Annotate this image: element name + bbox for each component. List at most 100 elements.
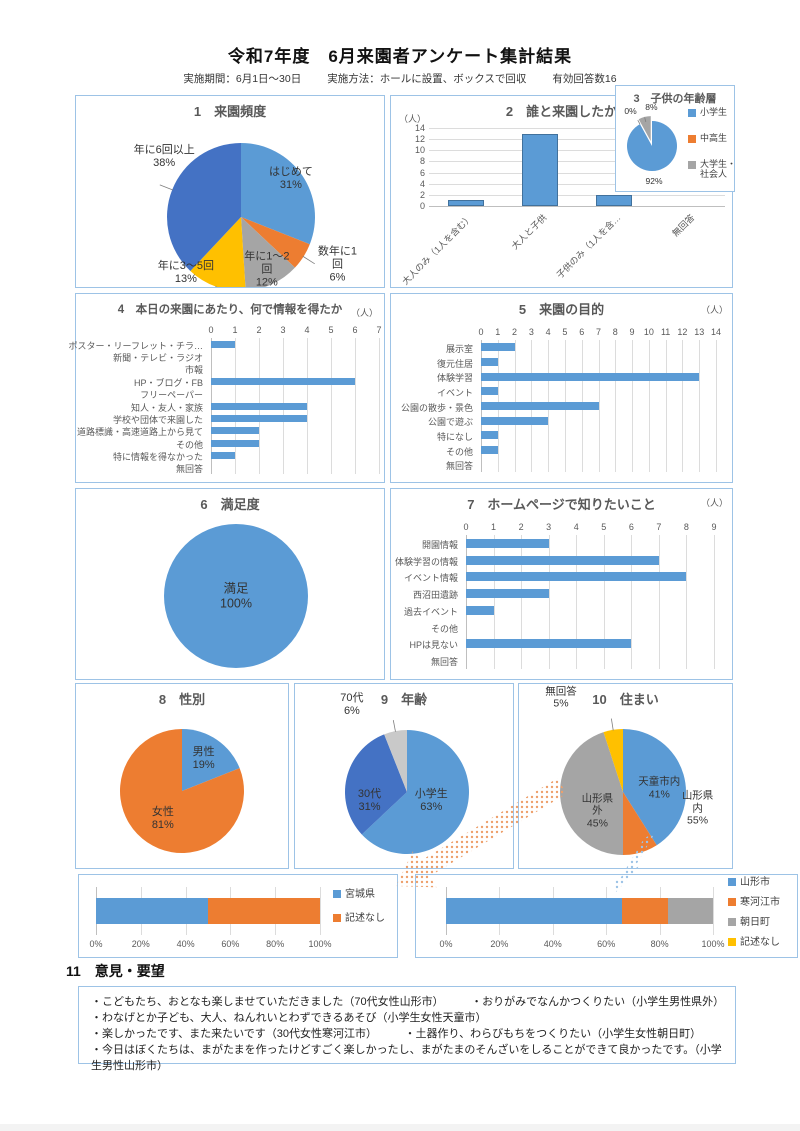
legend-item: 朝日町	[728, 917, 770, 928]
label-leader-line	[302, 255, 315, 265]
axis-tick-label: 5	[328, 325, 334, 335]
pie-slice	[623, 729, 686, 846]
category-label: 体験学習	[436, 373, 473, 384]
axis-tick-label: 0	[208, 325, 214, 335]
chart-title: 7 ホームページで知りたいこと	[467, 497, 656, 512]
pie-label: 無回答 5%	[545, 685, 577, 710]
pie-slice	[638, 116, 651, 142]
bar-segment	[622, 898, 668, 924]
category-labels: 大人のみ（1人を含む） 大人と子供 子供のみ（1人を含… 無回答	[400, 209, 725, 286]
axis-tick-label: 7	[595, 327, 602, 337]
residence-pie-chart: 天童市内 41% 山形県 内 55% 山形県 外 45% 無回答 5%	[519, 684, 732, 868]
axis-tick-label: 60%	[597, 939, 616, 949]
category-labels: ポスター・リーフレット・チラ… 新聞・テレビ・ラジオ 市報 HP・ブログ・FB フリーペ…	[69, 338, 207, 475]
pie-slice	[190, 217, 246, 287]
gridline	[429, 128, 725, 129]
chart-title: 5 来園の目的	[518, 302, 605, 317]
bar	[522, 133, 558, 206]
axis-tick-label: 40%	[176, 939, 195, 949]
legend-swatch	[688, 135, 696, 143]
axis-tick-label: 100%	[701, 939, 725, 949]
axis-unit-label: （人）	[350, 308, 378, 318]
axis-tick-label: 20%	[490, 939, 509, 949]
gridline	[716, 340, 717, 472]
chart-title: 1 来園頻度	[193, 104, 267, 119]
children-age-pie-chart: 92% 0% 8% 小学生 中高生 大学生・社会人	[616, 86, 736, 191]
pie-label: 年に6回以上 38%	[133, 144, 195, 170]
legend-label: 山形市	[740, 877, 770, 888]
pie-slice	[182, 729, 240, 791]
bar	[211, 402, 307, 410]
bar	[481, 372, 700, 381]
gridline	[648, 340, 650, 472]
pie-label: 8%	[645, 102, 658, 113]
info-source-hbar-chart: 0 1 2 3 4 5 6 7 ポスター・リーフレット・チラ… 新聞・テレビ・ラジオ 市報 HP・ブロ…	[69, 294, 384, 482]
category-label: 知人・友人・家族	[130, 402, 203, 413]
bar	[466, 555, 659, 565]
pie-label: 30代 31%	[357, 787, 382, 813]
chart-box-children-age: 3 子供の年齢層 92% 0% 8% 小学生 中高生 大学生・社会人	[615, 85, 736, 192]
axis-tick-label: 0	[419, 201, 425, 211]
gridline	[429, 172, 725, 174]
bar	[466, 538, 549, 548]
axis-tick-label: 1	[495, 327, 501, 337]
axis-tick-label: 9	[711, 522, 717, 532]
gridline	[320, 887, 321, 935]
bar	[211, 439, 259, 447]
category-labels: 展示室 復元住居 体験学習 イベント 公園の散歩・景色 公園で遊ぶ 特になし その他 無回答	[391, 340, 477, 472]
legend-label: 朝日町	[740, 917, 770, 928]
residence-pie	[560, 718, 686, 855]
gridline	[576, 535, 578, 669]
bar	[448, 200, 484, 206]
chart-title: 3 子供の年齢層	[633, 93, 717, 105]
axis-tick-label: 9	[629, 327, 635, 337]
category-label: 特になし	[436, 431, 473, 442]
legend-label: 記述なし	[345, 913, 385, 924]
pie-label: 小学生 63%	[414, 788, 448, 814]
chart-title: 4 本日の来園にあたり、何で情報を得たか	[117, 304, 343, 316]
chart-title: 2 誰と来園したか	[505, 104, 618, 119]
visit-purpose-hbar-chart: 0 1 2 3 4 5 6 7 8 9 10 11 12 13 14 展示室 復元住居 体験学習 イベント 公園の散歩…	[391, 294, 732, 482]
axis-tick-label: 7	[656, 522, 662, 532]
bar	[481, 402, 599, 410]
axis-tick-label: 13	[694, 327, 705, 337]
pie-label: 山形県 外 45%	[581, 792, 614, 830]
category-label: フリーペーパー	[140, 390, 203, 401]
chart-box-yamagata-breakdown: 0% 20% 40% 60% 80% 100% 山形市 寒河江市 朝日町 記述なし	[415, 874, 798, 958]
bar	[211, 377, 355, 385]
axis-tick-label: 0	[463, 522, 469, 532]
satisfaction-pie-chart: 満足 100%	[76, 489, 384, 679]
gridline	[632, 340, 634, 472]
gridline	[665, 340, 667, 472]
opinions-box: ・こどもたち、おとなも楽しませていただきました（70代女性山形市） ・おりがみで…	[78, 986, 736, 1072]
pie-slice	[164, 524, 308, 668]
pie-label: 満足 100%	[220, 581, 252, 610]
pie-slice	[603, 729, 623, 792]
axis-tick-label: 10	[643, 327, 654, 337]
opinions-heading: 11 意見・要望	[66, 963, 165, 979]
gender-pie-chart: 男性 19% 女性 81%	[76, 684, 288, 868]
axis-tick-label: 6	[419, 167, 425, 178]
axis-unit-label: （人）	[700, 305, 728, 315]
gridline	[686, 535, 688, 669]
axis-tick-label: 2	[256, 325, 262, 335]
axis-tick-label: 2	[512, 327, 518, 337]
pie-label: 年に1～2 回 12%	[244, 250, 290, 289]
category-label: 無回答	[175, 464, 203, 475]
axis-tick-label: 1	[491, 522, 497, 532]
category-label: 過去イベント	[403, 606, 458, 617]
gridline	[429, 150, 725, 152]
pie-slice	[241, 217, 310, 268]
gridline	[658, 535, 660, 669]
gridline	[682, 340, 684, 472]
legend-item: 大学生・社会人	[688, 159, 736, 180]
label-leader-line	[637, 119, 641, 125]
legend-label: 小学生	[700, 107, 728, 117]
bar	[211, 340, 235, 348]
legend-item: 小学生	[688, 107, 736, 118]
page-subtitle: 実施期間：6月1日～30日 実施方法：ホールに設置、ボックスで回収 有効回答数1…	[0, 71, 800, 86]
bar	[481, 343, 515, 352]
satisfaction-pie	[164, 524, 308, 668]
legend-item: 宮城県	[333, 889, 375, 900]
axis-tick-label: 6	[579, 327, 585, 337]
